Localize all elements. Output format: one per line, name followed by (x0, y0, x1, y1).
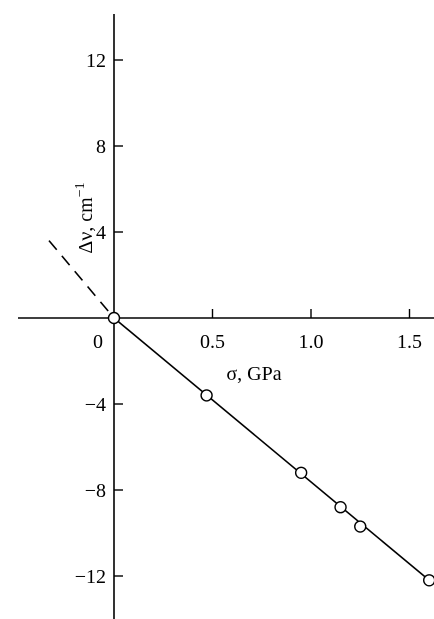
y-tick-label: −8 (85, 480, 106, 502)
data-point (423, 574, 434, 587)
axes (18, 14, 434, 619)
data-point (107, 311, 121, 325)
fit-line (113, 317, 430, 581)
origin-label: 0 (93, 331, 103, 353)
y-tick-label: 12 (86, 50, 106, 72)
y-tick-label: 4 (96, 222, 106, 244)
data-point (294, 466, 308, 479)
chart-lines (48, 240, 430, 581)
data-point (200, 389, 213, 402)
y-tick-label: −4 (85, 394, 106, 416)
data-point (354, 520, 367, 533)
x-tick-label: 0.5 (200, 331, 225, 353)
y-axis-label: Δν, cm−1 (73, 182, 97, 253)
x-tick-label: 1.0 (299, 331, 324, 353)
tick-labels: 0.5 1.0 1.5 12 8 4 −4 −8 −12 0 (75, 50, 422, 588)
y-tick-label: −12 (75, 566, 106, 588)
extrapolation-dashed-line (48, 240, 115, 319)
y-axis-label-superscript: −1 (73, 182, 88, 197)
x-tick-label: 1.5 (397, 331, 422, 353)
y-axis-label-main: Δν, cm (75, 197, 97, 254)
data-points (107, 311, 434, 587)
data-point (334, 501, 347, 514)
x-axis-label: σ, GPa (226, 363, 281, 385)
y-tick-label: 8 (96, 136, 106, 158)
